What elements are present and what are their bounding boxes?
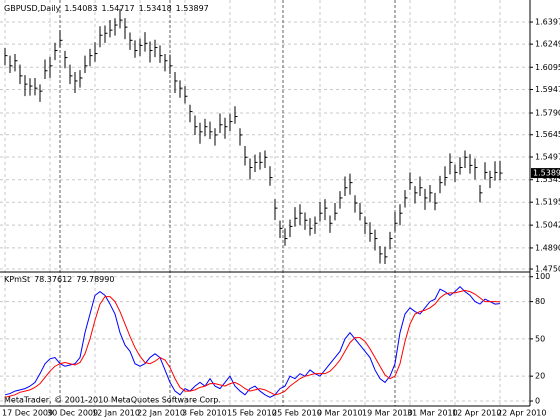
x-tick-label: 19 Mar 2010 (362, 409, 413, 418)
y-tick-label: 1.54970 (535, 152, 560, 161)
price-label-bg (531, 168, 560, 179)
copyright: MetaTrader, © 2001-2010 MetaQuotes Softw… (4, 396, 221, 405)
indicator-main-value: 78.37612 (34, 275, 72, 284)
indicator-header: KPmSt 78.37612 79.78990 (4, 275, 114, 284)
y-tick-label: 1.51955 (535, 198, 560, 207)
y-tick-label: 1.47500 (535, 265, 560, 274)
x-tick-label: 22 Apr 2010 (497, 409, 546, 418)
x-tick-label: 15 Feb 2010 (227, 409, 277, 418)
x-tick-label: 9 Mar 2010 (317, 409, 363, 418)
symbol-title: GBPUSD,Daily (4, 4, 61, 13)
y-tick-label: 1.50425 (535, 221, 560, 230)
x-tick-label: 25 Feb 2010 (272, 409, 322, 418)
quote-low: 1.53418 (139, 4, 172, 13)
y-tick-label: 1.53455 (535, 175, 560, 184)
y-tick-label: 1.60955 (535, 63, 560, 72)
x-tick-label: 30 Dec 2009 (47, 409, 98, 418)
x-tick-label: 3 Feb 2010 (182, 409, 227, 418)
x-tick-label: 17 Dec 2009 (2, 409, 53, 418)
indicator-title: KPmSt (4, 275, 30, 284)
y-tick-label: 20 (535, 372, 545, 381)
y-tick-label: 1.63970 (535, 18, 560, 27)
y-tick-label: 100 (535, 272, 550, 281)
quote-high: 1.54717 (101, 4, 134, 13)
y-tick-label: 1.62495 (535, 40, 560, 49)
x-tick-label: 12 Apr 2010 (452, 409, 501, 418)
y-tick-label: 1.48905 (535, 243, 560, 252)
x-tick-label: 22 Jan 2010 (137, 409, 185, 418)
quote-close: 1.53897 (176, 4, 209, 13)
indicator-signal-value: 79.78990 (76, 275, 114, 284)
x-tick-label: 31 Mar 2010 (407, 409, 458, 418)
current-price-label: 1.53897 (533, 169, 560, 178)
y-tick-label: 1.57905 (535, 108, 560, 117)
indicator-line (4, 289, 501, 398)
y-tick-label: 0 (535, 397, 540, 406)
quote-open: 1.54083 (64, 4, 97, 13)
y-tick-label: 1.56455 (535, 130, 560, 139)
x-tick-label: 12 Jan 2010 (92, 409, 140, 418)
y-tick-label: 80 (535, 297, 545, 306)
y-tick-label: 50 (535, 334, 545, 343)
symbol-header: GBPUSD,Daily 1.54083 1.54717 1.53418 1.53897 (4, 4, 209, 13)
y-tick-label: 1.59470 (535, 85, 560, 94)
